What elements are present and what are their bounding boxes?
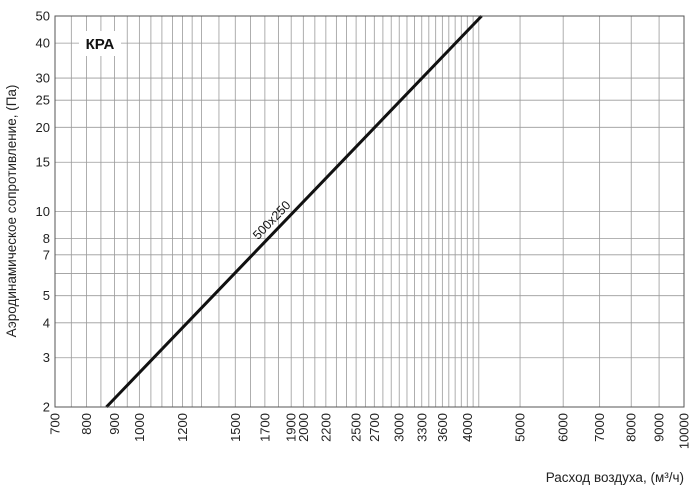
x-tick-label: 4000 [460,413,475,442]
chart-badge: КРА [86,36,115,53]
x-axis-title: Расход воздуха, (м³/ч) [546,470,684,485]
x-tick-label: 3600 [435,413,450,442]
x-tick-label: 1500 [228,413,243,442]
x-tick-label: 10000 [677,413,692,449]
x-tick-label: 9000 [652,413,667,442]
y-tick-label: 2 [43,400,50,415]
series-line-500x250 [105,14,483,409]
y-tick-label: 3 [43,350,50,365]
y-tick-label: 25 [36,93,50,108]
y-tick-label: 10 [36,204,50,219]
y-tick-label: 50 [36,9,50,24]
x-tick-label: 1900 [284,413,299,442]
badge-background [79,31,121,56]
x-tick-label: 800 [79,413,94,435]
x-tick-label: 5000 [513,413,528,442]
y-tick-label: 20 [36,120,50,135]
grid [54,15,685,408]
y-tick-label: 15 [36,155,50,170]
x-tick-label: 2000 [296,413,311,442]
x-tick-label: 7000 [592,413,607,442]
y-tick-label: 30 [36,71,50,86]
x-tick-label: 2700 [367,413,382,442]
y-tick-label: 40 [36,36,50,51]
x-tick-label: 3300 [414,413,429,442]
plot-frame [54,15,685,408]
x-tick-label: 3000 [392,413,407,442]
x-tick-label: 1200 [175,413,190,442]
x-tick-label: 1700 [257,413,272,442]
y-axis-title: Аэродинамическое сопротивление, (Па) [4,85,19,338]
y-tick-label: 8 [43,231,50,246]
x-tick-label: 8000 [624,413,639,442]
x-tick-label: 1000 [132,413,147,442]
x-tick-label: 2200 [318,413,333,442]
x-tick-label: 2500 [349,413,364,442]
x-tick-label: 900 [107,413,122,435]
y-tick-label: 7 [43,247,50,262]
y-tick-label: 5 [43,288,50,303]
x-tick-label: 6000 [556,413,571,442]
x-tick-label: 700 [48,413,63,435]
y-tick-label: 4 [43,315,50,330]
